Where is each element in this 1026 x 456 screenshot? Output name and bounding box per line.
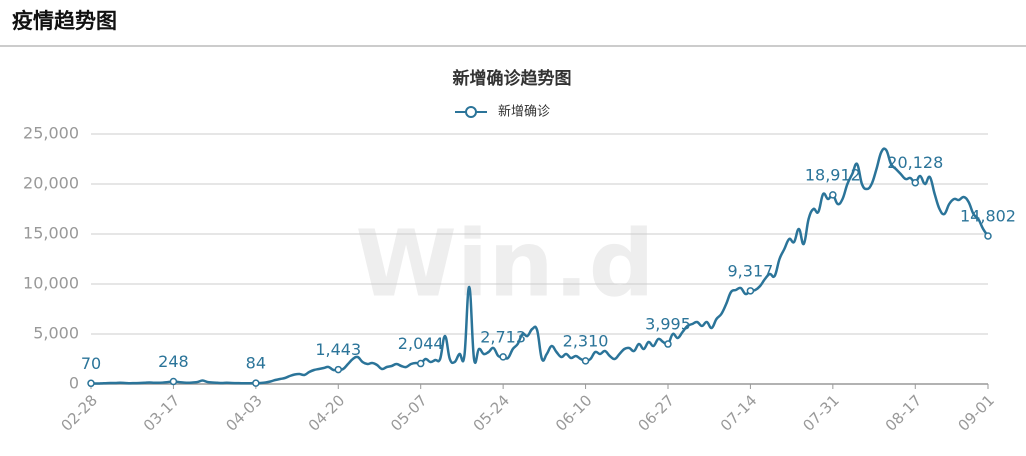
point-marker	[252, 379, 260, 387]
point-marker	[984, 232, 992, 240]
data-label: 18,912	[805, 165, 861, 184]
point-marker	[169, 377, 178, 386]
data-label: 2,310	[563, 331, 609, 350]
y-tick-label: 0	[69, 374, 79, 393]
page-title: 疫情趋势图	[12, 9, 117, 33]
data-label: 20,128	[887, 153, 943, 172]
x-tick-label: 07-14	[717, 391, 761, 435]
x-tick-label: 07-31	[799, 391, 843, 435]
point-marker	[581, 357, 590, 365]
x-tick-label: 06-10	[552, 391, 596, 435]
point-marker	[499, 353, 507, 361]
x-tick-label: 06-27	[634, 391, 678, 435]
point-marker	[829, 191, 837, 199]
data-label: 84	[246, 354, 266, 373]
chart-title: 新增确诊趋势图	[453, 68, 572, 89]
x-tick-label: 09-01	[954, 391, 998, 435]
data-label: 2,044	[398, 334, 444, 353]
y-tick-label: 10,000	[23, 274, 79, 293]
data-label: 70	[81, 354, 101, 373]
y-tick-label: 25,000	[23, 124, 79, 143]
point-marker	[664, 340, 672, 348]
series-line	[90, 147, 990, 385]
x-tick-label: 04-03	[222, 391, 266, 435]
y-tick-label: 5,000	[33, 324, 79, 343]
legend-marker	[465, 106, 477, 118]
y-tick-label: 20,000	[23, 174, 79, 193]
x-tick-label: 08-17	[882, 391, 926, 435]
point-marker	[746, 287, 755, 295]
data-label: 1,443	[315, 340, 361, 359]
data-label: 2,713	[480, 327, 526, 346]
x-tick-label: 02-28	[57, 391, 101, 435]
legend-label: 新增确诊	[498, 104, 550, 120]
x-tick-label: 05-24	[470, 391, 514, 435]
y-tick-label: 15,000	[23, 224, 79, 243]
x-tick-label: 04-20	[305, 391, 349, 435]
data-label: 14,802	[960, 206, 1016, 225]
point-marker	[911, 178, 920, 187]
point-marker	[87, 379, 95, 388]
data-label: 3,995	[645, 315, 691, 334]
x-tick-label: 05-07	[387, 391, 431, 435]
data-label: 248	[158, 352, 189, 371]
point-marker	[416, 359, 425, 368]
watermark: Win.d	[355, 210, 654, 317]
point-marker	[334, 365, 343, 374]
data-label: 9,317	[728, 261, 774, 280]
x-tick-label: 03-17	[140, 391, 184, 435]
